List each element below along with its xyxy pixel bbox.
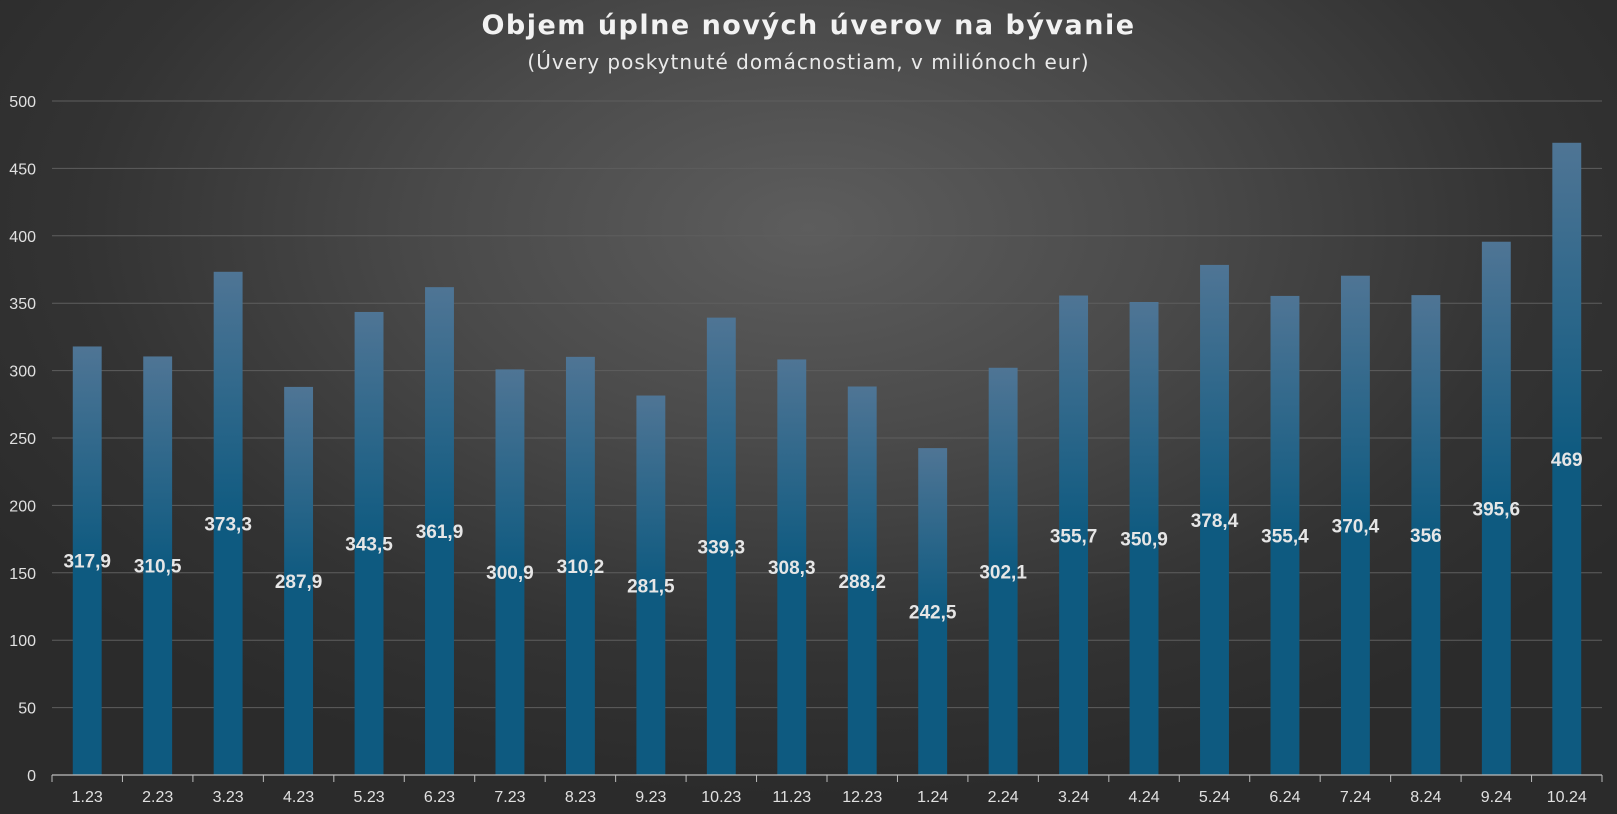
bar — [1481, 241, 1511, 775]
x-tick-label: 1.24 — [917, 789, 948, 806]
axes: 0 50 100 150 200 250 300 350 400 450 500 1.23 2.23 3.… — [9, 94, 1603, 806]
chart-subtitle: (Úvery poskytnuté domácnostiam, v milión… — [527, 50, 1090, 74]
data-label: 242,5 — [909, 603, 957, 624]
bar — [1411, 295, 1441, 775]
y-tick-label: 350 — [9, 296, 36, 313]
data-label: 310,2 — [557, 557, 605, 578]
x-tick-label: 3.24 — [1058, 789, 1089, 806]
data-label: 355,7 — [1050, 526, 1098, 547]
x-tick-label: 7.23 — [494, 789, 525, 806]
x-tick-label: 10.24 — [1547, 789, 1587, 806]
bar — [425, 287, 454, 775]
x-tick-label: 1.23 — [72, 789, 103, 806]
data-label: 350,9 — [1120, 529, 1168, 550]
data-label: 302,1 — [979, 562, 1027, 583]
data-label: 395,6 — [1473, 499, 1521, 520]
data-label: 355,4 — [1261, 526, 1309, 547]
x-tick-label: 4.23 — [283, 789, 314, 806]
x-tick-label: 6.23 — [424, 789, 455, 806]
bar — [354, 311, 384, 775]
bar — [72, 346, 102, 775]
bar — [706, 317, 736, 775]
bar — [777, 359, 807, 775]
x-tick-label: 2.23 — [142, 789, 173, 806]
bar — [495, 369, 525, 775]
bar — [284, 386, 314, 775]
bar — [143, 356, 173, 775]
y-tick-label: 150 — [9, 566, 36, 583]
bar — [1129, 301, 1159, 775]
x-tick-label: 5.24 — [1199, 789, 1230, 806]
data-label: 300,9 — [486, 563, 534, 584]
bar — [213, 271, 243, 775]
bar — [847, 386, 877, 775]
data-labels: 317,9 310,5 373,3 287,9 343,5 361,9 300,9 310,2… — [63, 450, 1582, 624]
x-tick-label: 8.24 — [1410, 789, 1441, 806]
data-label: 370,4 — [1332, 516, 1380, 537]
x-tick-label: 2.24 — [988, 789, 1019, 806]
y-tick-label: 500 — [9, 94, 36, 111]
data-label: 378,4 — [1191, 511, 1239, 532]
bar — [1552, 142, 1582, 776]
data-label: 288,2 — [838, 572, 886, 593]
x-tick-label: 7.24 — [1340, 789, 1371, 806]
x-tick-label: 9.23 — [635, 789, 666, 806]
x-tick-label: 11.23 — [772, 789, 811, 806]
data-label: 339,3 — [698, 537, 746, 558]
data-label: 343,5 — [345, 534, 393, 555]
data-label: 310,5 — [134, 557, 182, 578]
bar — [988, 367, 1018, 775]
y-tick-label: 300 — [9, 364, 36, 381]
data-label: 281,5 — [627, 576, 675, 597]
y-tick-label: 100 — [9, 633, 36, 650]
y-tick-label: 450 — [9, 161, 36, 178]
data-label: 308,3 — [768, 558, 816, 579]
y-tick-label: 200 — [9, 498, 36, 515]
x-tick-label: 9.24 — [1481, 789, 1512, 806]
bar — [1200, 264, 1229, 775]
data-label: 469 — [1551, 450, 1583, 471]
x-tick-label: 6.24 — [1269, 789, 1300, 806]
y-tick-label: 50 — [18, 701, 36, 718]
bar — [636, 395, 666, 775]
data-label: 356 — [1410, 526, 1442, 547]
data-label: 373,3 — [204, 514, 252, 535]
y-tick-label: 250 — [9, 431, 36, 448]
data-label: 287,9 — [275, 572, 323, 593]
bar — [1059, 295, 1089, 775]
data-label: 361,9 — [416, 522, 464, 543]
x-tick-label: 12.23 — [842, 789, 882, 806]
bars — [72, 142, 1582, 776]
y-tick-label: 400 — [9, 229, 36, 246]
chart-title: Objem úplne nových úverov na bývanie — [481, 10, 1136, 41]
x-tick-label: 5.23 — [353, 789, 384, 806]
x-tick-label: 8.23 — [565, 789, 596, 806]
bar — [1270, 295, 1300, 775]
x-tick-label: 3.23 — [213, 789, 244, 806]
x-tick-label: 10.23 — [701, 789, 741, 806]
x-tick-label: 4.24 — [1128, 789, 1159, 806]
y-tick-label: 0 — [27, 768, 36, 785]
bar — [918, 448, 948, 775]
data-label: 317,9 — [63, 552, 111, 573]
bar — [565, 356, 595, 775]
bar — [1340, 275, 1370, 775]
